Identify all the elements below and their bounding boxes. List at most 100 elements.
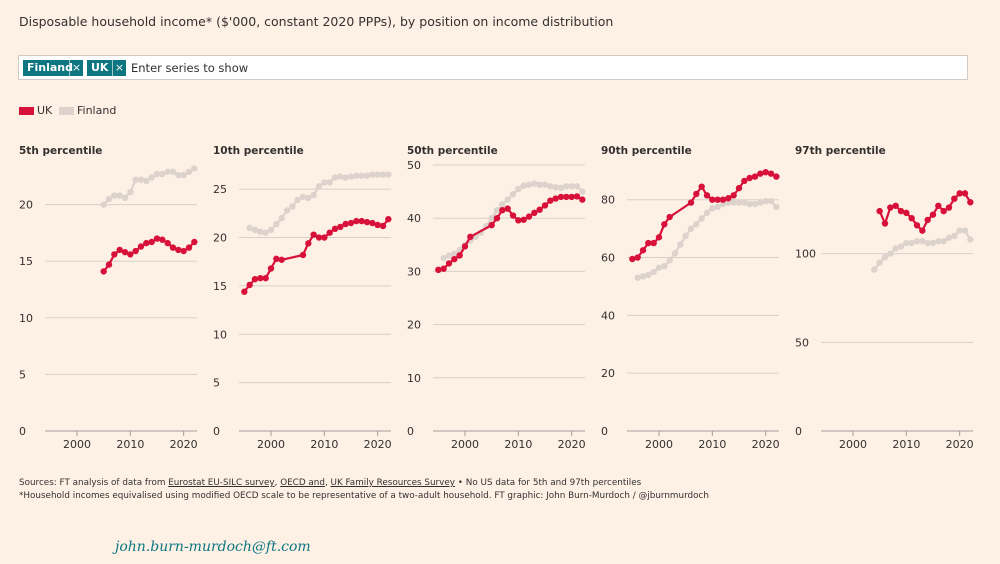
data-point-uk [251, 275, 259, 283]
data-point-finland [289, 203, 296, 210]
data-point-uk [956, 190, 963, 197]
data-point-uk [278, 256, 285, 263]
data-point-finland [143, 177, 150, 185]
data-point-uk [687, 199, 695, 206]
data-point-uk [536, 206, 543, 213]
data-point-finland [363, 172, 371, 179]
data-point-finland [111, 192, 118, 199]
data-point-uk [159, 236, 166, 243]
data-point-finland [887, 250, 894, 257]
close-icon[interactable]: × [112, 60, 126, 76]
data-point-uk [137, 243, 145, 250]
data-point-finland [908, 239, 915, 247]
data-point-finland [967, 236, 974, 243]
series-search-box[interactable]: Finland × UK × Enter series to show [18, 55, 968, 80]
data-point-finland [385, 171, 392, 178]
x-tick-label: 2000 [451, 438, 479, 451]
data-point-finland [645, 271, 652, 279]
data-point-uk [568, 193, 575, 201]
data-point-uk [127, 251, 134, 258]
sources-line: Sources: FT analysis of data from Eurost… [19, 478, 642, 488]
data-point-uk [175, 246, 182, 254]
data-point-uk [369, 219, 376, 227]
eurostat-link[interactable]: Eurostat EU-SILC survey [168, 478, 275, 488]
x-tick-label: 2000 [63, 438, 91, 451]
panel-title: 10th percentile [213, 145, 304, 157]
y-tick-label: 0 [795, 425, 802, 438]
y-tick-label: 10 [19, 312, 33, 325]
data-point-finland [951, 232, 958, 240]
y-tick-label: 100 [795, 248, 816, 261]
data-point-uk [573, 193, 581, 200]
data-point-uk [363, 218, 371, 226]
data-point-finland [693, 221, 700, 228]
data-point-finland [956, 227, 963, 234]
data-point-finland [321, 179, 328, 186]
legend-swatch-finland [59, 107, 74, 115]
data-point-finland [100, 201, 107, 208]
data-point-uk [552, 195, 559, 202]
chip-label: UK [91, 61, 109, 74]
data-point-finland [445, 252, 453, 259]
close-icon[interactable]: × [69, 60, 83, 76]
y-tick-label: 80 [601, 194, 615, 207]
data-point-uk [525, 213, 533, 220]
data-point-uk [881, 220, 889, 227]
data-point-finland [913, 238, 921, 245]
data-point-uk [563, 193, 570, 201]
data-point-uk [121, 248, 129, 256]
footnote: *Household incomes equivalised using mod… [19, 491, 709, 501]
data-point-uk [746, 174, 753, 182]
legend-item-finland: Finland [59, 104, 116, 117]
data-point-finland [137, 176, 145, 183]
data-point-uk [305, 240, 312, 247]
data-point-uk [876, 207, 883, 215]
data-point-uk [735, 184, 743, 192]
data-point-finland [639, 273, 647, 280]
data-point-uk [961, 190, 969, 197]
oecd-link[interactable]: OECD and [280, 478, 325, 488]
search-input-placeholder[interactable]: Enter series to show [131, 61, 249, 75]
y-tick-label: 50 [795, 336, 809, 349]
data-point-uk [714, 196, 721, 203]
x-tick-label: 2010 [892, 438, 920, 451]
data-point-finland [283, 207, 291, 214]
chip-finland[interactable]: Finland × [23, 60, 83, 76]
data-point-finland [730, 199, 737, 206]
data-point-uk [148, 238, 155, 246]
data-point-uk [547, 197, 554, 204]
panel-title: 97th percentile [795, 145, 886, 157]
data-point-finland [881, 254, 889, 261]
data-point-uk [903, 209, 910, 217]
data-point-uk [111, 251, 118, 258]
data-point-uk [273, 255, 280, 263]
data-point-finland [557, 184, 565, 192]
data-point-finland [148, 174, 155, 181]
data-point-uk [100, 268, 107, 275]
data-point-finland [132, 176, 139, 183]
y-tick-label: 5 [19, 368, 26, 381]
data-point-uk [153, 235, 161, 242]
data-point-finland [191, 165, 198, 172]
uk-frs-link[interactable]: UK Family Resources Survey [330, 478, 455, 488]
y-tick-label: 0 [407, 425, 414, 438]
y-tick-label: 15 [213, 280, 227, 293]
x-tick-label: 2020 [558, 438, 586, 451]
data-point-finland [294, 196, 301, 204]
chip-label: Finland [27, 61, 74, 74]
data-point-finland [337, 173, 344, 180]
data-point-uk [751, 173, 759, 180]
data-point-uk [241, 288, 248, 295]
chip-uk[interactable]: UK × [87, 60, 126, 76]
data-point-finland [579, 188, 586, 195]
data-point-uk [321, 234, 328, 241]
y-tick-label: 20 [19, 199, 33, 212]
data-point-finland [175, 171, 182, 179]
data-point-finland [634, 274, 641, 281]
y-tick-label: 0 [19, 425, 26, 438]
y-tick-label: 5 [213, 377, 220, 390]
data-point-finland [520, 182, 527, 189]
data-point-uk [116, 246, 123, 254]
data-point-uk [935, 202, 942, 209]
